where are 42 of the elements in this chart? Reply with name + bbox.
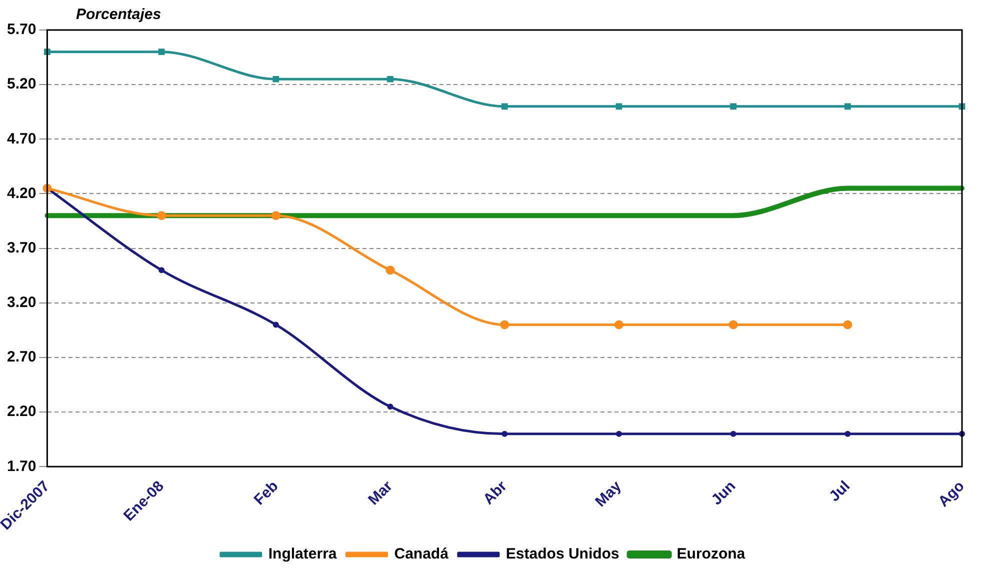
point	[272, 322, 279, 328]
point	[158, 48, 165, 56]
x-tick-label: Feb	[250, 478, 282, 509]
legend-label: Canadá	[394, 546, 450, 563]
point	[844, 430, 851, 437]
y-tick-label: 4.70	[6, 130, 36, 148]
point	[616, 430, 622, 437]
y-axis-title: Porcentajes	[76, 6, 162, 23]
y-tick-label: 5.70	[6, 21, 36, 38]
x-tick-label: May	[592, 477, 626, 510]
x-tick-label: Abr	[480, 478, 510, 508]
point	[843, 320, 852, 330]
point	[387, 404, 394, 410]
y-tick-label: 4.20	[6, 184, 36, 202]
point	[844, 103, 851, 110]
legend-label: Inglaterra	[268, 546, 338, 563]
point	[614, 320, 624, 330]
point	[387, 76, 394, 82]
point	[730, 430, 736, 437]
legend-label: Estados Unidos	[506, 546, 620, 563]
point	[728, 320, 738, 330]
point	[271, 211, 280, 220]
y-tick-label: 2.20	[6, 403, 36, 420]
point	[501, 103, 508, 110]
point	[616, 103, 622, 110]
x-tick-label: Jun	[708, 478, 740, 509]
point	[158, 267, 165, 274]
x-tick-label: Jul	[826, 478, 854, 506]
point	[157, 211, 166, 220]
y-tick-label: 2.70	[6, 348, 36, 366]
x-tick-label: Ago	[935, 478, 968, 510]
y-tick-label: 3.20	[6, 294, 36, 312]
point	[500, 320, 510, 330]
y-tick-label: 5.20	[6, 76, 36, 93]
legend-label: Eurozona	[676, 546, 746, 563]
point	[730, 103, 736, 110]
point	[386, 266, 395, 275]
point	[502, 430, 508, 437]
y-tick-label: 1.70	[6, 458, 36, 475]
point	[272, 76, 280, 82]
y-tick-label: 3.70	[6, 239, 36, 256]
x-tick-label: Mar	[365, 478, 396, 509]
